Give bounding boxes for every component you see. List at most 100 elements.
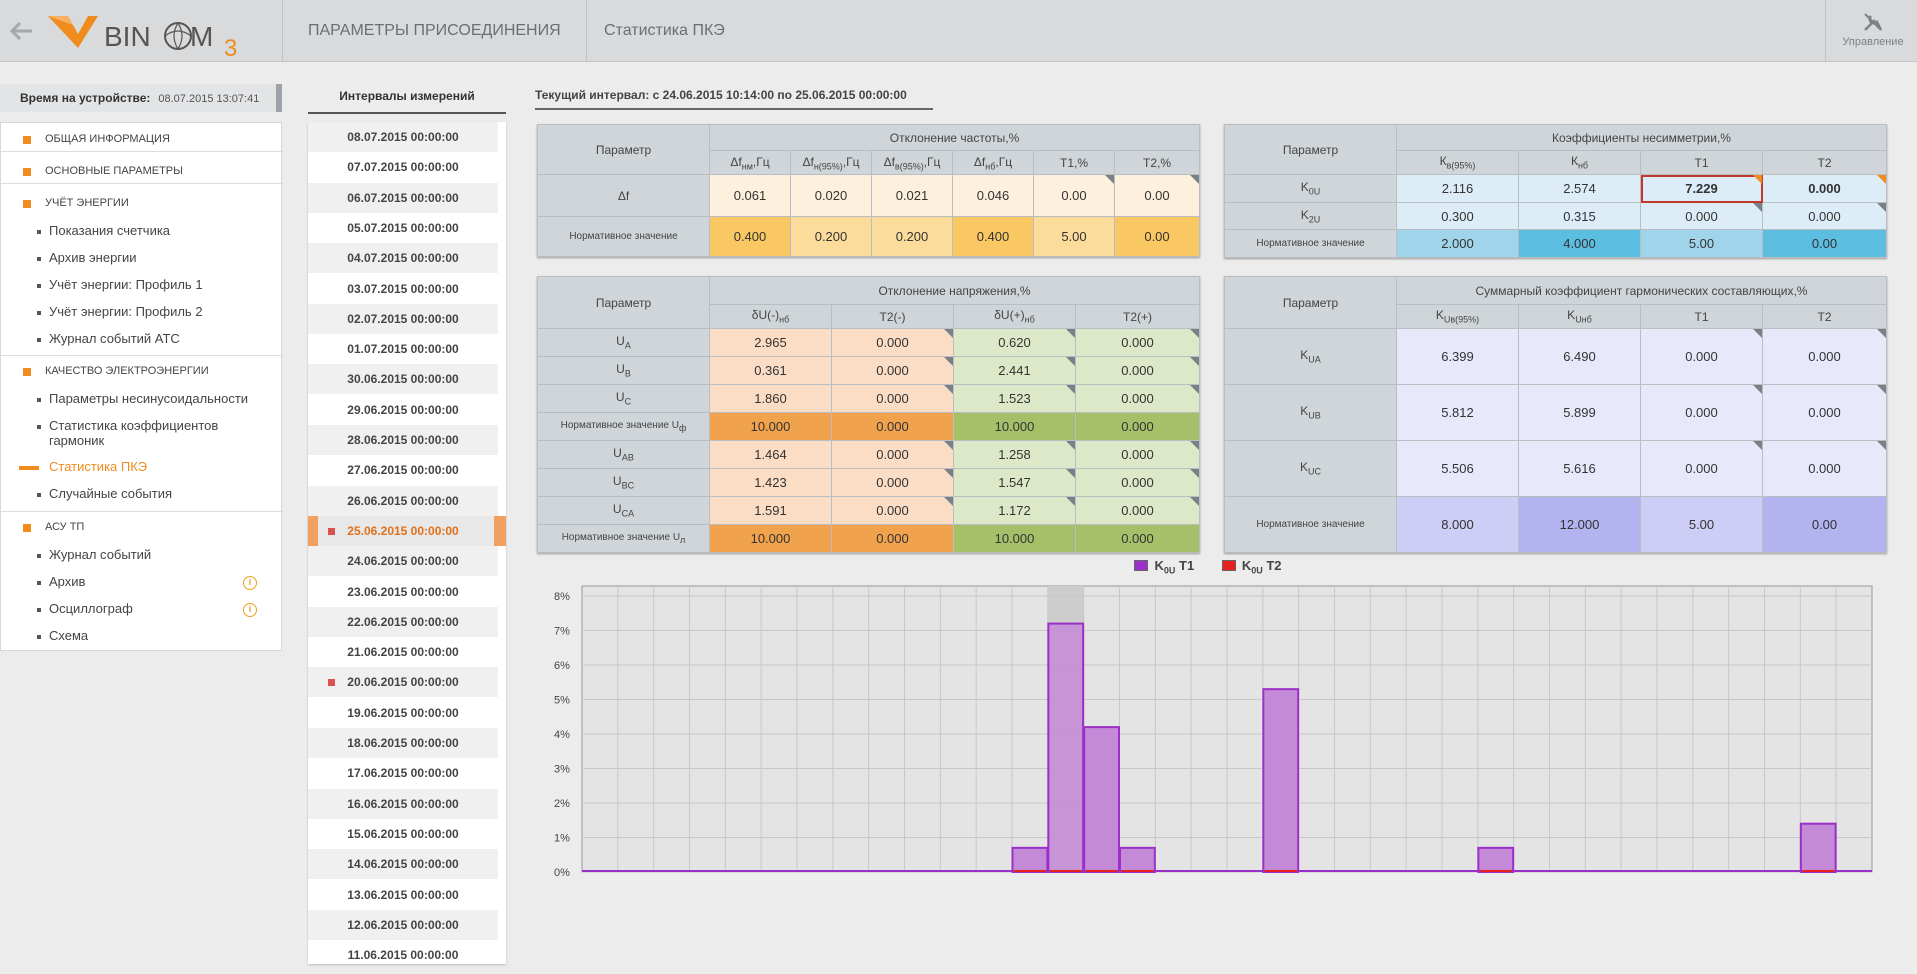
current-interval: Текущий интервал: с 24.06.2015 10:14:00 … — [535, 88, 933, 110]
interval-item[interactable]: 06.07.2015 00:00:00 — [308, 182, 498, 213]
interval-item[interactable]: 21.06.2015 00:00:00 — [308, 637, 498, 667]
interval-item[interactable]: 08.07.2015 00:00:00 — [308, 122, 498, 152]
interval-item[interactable]: 05.07.2015 00:00:00 — [308, 213, 498, 243]
harm-cell[interactable]: 0.000 — [1640, 384, 1763, 441]
legend-item-t2[interactable]: K0U T2 — [1221, 558, 1282, 576]
volt-cell[interactable]: 1.523 — [953, 384, 1076, 413]
header-section-pqe-stats[interactable]: Статистика ПКЭ — [604, 22, 725, 39]
interval-item[interactable]: 15.06.2015 00:00:00 — [308, 819, 498, 849]
volt-cell[interactable]: 0.000 — [831, 384, 954, 413]
harm-cell[interactable]: 0.000 — [1762, 384, 1887, 441]
interval-item[interactable]: 28.06.2015 00:00:00 — [308, 425, 498, 455]
volt-norm-cell: 10.000 — [709, 412, 832, 441]
menu-item-ats-log[interactable]: Журнал событий АТС — [1, 331, 283, 346]
interval-item[interactable]: 04.07.2015 00:00:00 — [308, 243, 498, 274]
volt-cell[interactable]: 1.547 — [953, 468, 1076, 497]
volt-cell[interactable]: 0.000 — [1075, 496, 1200, 525]
menu-item-oscillograph[interactable]: Осциллограф — [1, 601, 283, 616]
volt-cell[interactable]: 1.172 — [953, 496, 1076, 525]
interval-item[interactable]: 23.06.2015 00:00:00 — [308, 577, 498, 607]
unb-norm-cell: 0.00 — [1762, 229, 1887, 258]
volt-cell[interactable]: 0.000 — [831, 328, 954, 357]
interval-item[interactable]: 20.06.2015 00:00:00 — [308, 667, 498, 698]
device-time-label: Время на устройстве: — [20, 91, 151, 105]
binom-logo[interactable]: BIN M 3 — [46, 8, 246, 62]
volt-cell[interactable]: 0.000 — [1075, 328, 1200, 357]
y-tick-label: 7% — [554, 626, 570, 638]
interval-item[interactable]: 13.06.2015 00:00:00 — [308, 880, 498, 910]
menu-item-random-events[interactable]: Случайные события — [1, 486, 283, 501]
freq-cell: 0.061 — [709, 174, 791, 217]
volt-cell[interactable]: 0.620 — [953, 328, 1076, 357]
interval-item-selected[interactable]: 25.06.2015 00:00:00 — [308, 515, 506, 546]
interval-label: 15.06.2015 00:00:00 — [347, 826, 459, 841]
menu-item-energy-profile-2[interactable]: Учёт энергии: Профиль 2 — [1, 304, 283, 319]
interval-item[interactable]: 01.07.2015 00:00:00 — [308, 334, 498, 364]
interval-item[interactable]: 19.06.2015 00:00:00 — [308, 698, 498, 728]
menu-item-harmonic-stats[interactable]: Статистика коэффициентов гармоник — [1, 418, 283, 448]
harm-cell[interactable]: 0.000 — [1762, 440, 1887, 497]
interval-item[interactable]: 16.06.2015 00:00:00 — [308, 788, 498, 819]
menu-item-nonsinusoidal-params[interactable]: Параметры несинусоидальности — [1, 391, 283, 406]
unb-cell[interactable]: 0.000 — [1640, 202, 1763, 230]
volt-cell[interactable]: 0.000 — [1075, 468, 1200, 497]
svg-text:3: 3 — [224, 35, 237, 58]
freq-cell[interactable]: 0.00 — [1033, 174, 1115, 217]
legend-item-t1[interactable]: K0U T1 — [1134, 558, 1194, 576]
unb-col-header: T1 — [1640, 150, 1763, 175]
back-arrow-icon[interactable] — [8, 18, 36, 44]
harm-cell[interactable]: 0.000 — [1640, 328, 1763, 385]
volt-cell[interactable]: 0.000 — [831, 356, 954, 385]
interval-item[interactable]: 03.07.2015 00:00:00 — [308, 274, 498, 304]
menu-item-event-log[interactable]: Журнал событий — [1, 547, 283, 562]
volt-cell[interactable]: 0.000 — [1075, 384, 1200, 413]
interval-item[interactable]: 29.06.2015 00:00:00 — [308, 395, 498, 425]
interval-item[interactable]: 27.06.2015 00:00:00 — [308, 455, 498, 485]
menu-group-power-quality[interactable]: КАЧЕСТВО ЭЛЕКТРОЭНЕРГИИ — [1, 365, 283, 377]
volt-cell[interactable]: 0.000 — [1075, 440, 1200, 469]
menu-item-pqe-stats[interactable]: Статистика ПКЭ — [1, 459, 283, 474]
menu-group-main-params[interactable]: ОСНОВНЫЕ ПАРАМЕТРЫ — [1, 165, 283, 177]
menu-divider — [1, 511, 283, 512]
unb-cell[interactable]: 0.000 — [1762, 202, 1887, 230]
unb-cell-exceeded[interactable]: 7.229 — [1640, 174, 1763, 203]
device-time-value: 08.07.2015 13:07:41 — [158, 93, 260, 105]
interval-label: 19.06.2015 00:00:00 — [347, 705, 459, 720]
volt-cell[interactable]: 2.441 — [953, 356, 1076, 385]
tools-button[interactable]: Управление — [1838, 10, 1908, 48]
menu-divider — [1, 151, 283, 152]
menu-item-meter-readings[interactable]: Показания счетчика — [1, 223, 283, 238]
interval-item[interactable]: 17.06.2015 00:00:00 — [308, 758, 498, 788]
interval-item[interactable]: 11.06.2015 00:00:00 — [308, 940, 498, 964]
volt-cell[interactable]: 1.258 — [953, 440, 1076, 469]
menu-item-energy-profile-1[interactable]: Учёт энергии: Профиль 1 — [1, 277, 283, 292]
volt-cell[interactable]: 0.000 — [831, 496, 954, 525]
svg-text:M: M — [190, 21, 213, 52]
menu-item-archive[interactable]: Архив — [1, 574, 283, 589]
volt-cell[interactable]: 0.000 — [831, 468, 954, 497]
interval-item[interactable]: 30.06.2015 00:00:00 — [308, 364, 498, 395]
interval-item[interactable]: 26.06.2015 00:00:00 — [308, 485, 498, 516]
menu-item-energy-archive[interactable]: Архив энергии — [1, 250, 283, 265]
menu-group-energy[interactable]: УЧЁТ ЭНЕРГИИ — [1, 197, 283, 209]
harm-row-label: KUB — [1224, 384, 1397, 441]
interval-item[interactable]: 22.06.2015 00:00:00 — [308, 606, 498, 637]
unb-cell[interactable]: 0.000 — [1762, 174, 1887, 203]
menu-item-scheme[interactable]: Схема — [1, 628, 283, 643]
interval-label: 30.06.2015 00:00:00 — [347, 372, 459, 387]
volt-row-label: UC — [537, 384, 710, 413]
interval-item[interactable]: 07.07.2015 00:00:00 — [308, 152, 498, 182]
header-section-connection-params[interactable]: ПАРАМЕТРЫ ПРИСОЕДИНЕНИЯ — [308, 22, 561, 39]
freq-cell[interactable]: 0.00 — [1114, 174, 1200, 217]
menu-group-general-info[interactable]: ОБЩАЯ ИНФОРМАЦИЯ — [1, 133, 283, 145]
volt-cell[interactable]: 0.000 — [1075, 356, 1200, 385]
interval-item[interactable]: 14.06.2015 00:00:00 — [308, 849, 498, 880]
menu-group-asu-tp[interactable]: АСУ ТП — [1, 521, 283, 533]
interval-item[interactable]: 02.07.2015 00:00:00 — [308, 303, 498, 334]
interval-item[interactable]: 18.06.2015 00:00:00 — [308, 728, 498, 758]
harm-cell[interactable]: 0.000 — [1640, 440, 1763, 497]
harm-cell[interactable]: 0.000 — [1762, 328, 1887, 385]
interval-item[interactable]: 24.06.2015 00:00:00 — [308, 546, 498, 577]
volt-cell[interactable]: 0.000 — [831, 440, 954, 469]
interval-item[interactable]: 12.06.2015 00:00:00 — [308, 909, 498, 940]
